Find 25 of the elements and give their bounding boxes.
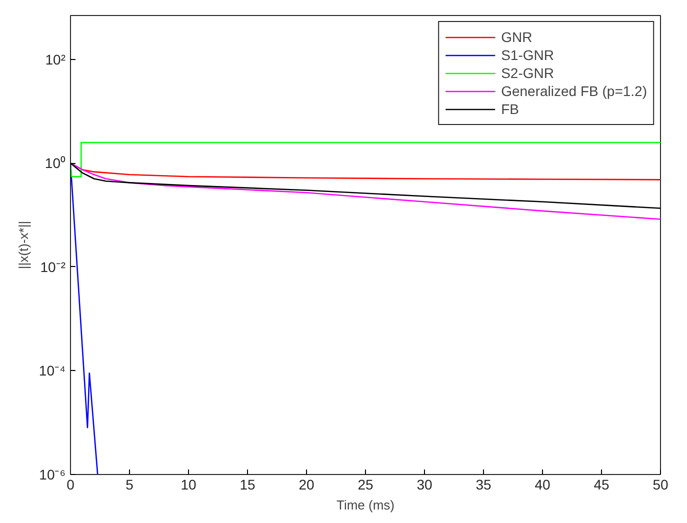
x-tick-label: 15 — [240, 476, 256, 492]
y-tick-label: 10² — [45, 51, 66, 68]
x-tick-label: 50 — [652, 476, 668, 492]
line-series — [70, 162, 660, 220]
y-tick-label: 10⁻⁶ — [39, 466, 66, 482]
y-axis-title: ||x(t)-x*|| — [16, 220, 31, 270]
legend-label: FB — [501, 100, 520, 118]
legend-label: S1-GNR — [501, 46, 554, 64]
x-tick-label: 25 — [358, 476, 374, 492]
legend-label: S2-GNR — [501, 64, 554, 82]
legend-label: GNR — [501, 28, 532, 46]
x-tick-label: 30 — [416, 476, 432, 492]
x-tick-label: 0 — [66, 476, 75, 492]
y-tick-label: 10⁻² — [40, 258, 66, 275]
y-tick-label: 10⁻⁴ — [38, 362, 66, 379]
x-tick-label: 35 — [476, 476, 492, 492]
x-tick-label: 40 — [534, 476, 550, 492]
line-series — [70, 162, 98, 474]
legend-label: Generalized FB (p=1.2) — [501, 82, 647, 100]
x-tick-label: 10 — [180, 476, 196, 492]
x-tick-label: 5 — [126, 476, 134, 492]
x-axis-title: Time (ms) — [336, 498, 395, 512]
y-tick-label: 10⁰ — [44, 155, 66, 172]
x-tick-label: 45 — [594, 476, 610, 492]
x-tick-label: 20 — [298, 476, 314, 492]
